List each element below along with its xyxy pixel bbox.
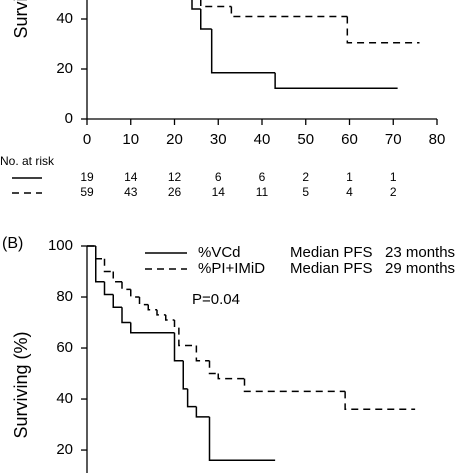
survival-step — [346, 16, 420, 44]
survival-step — [200, 9, 212, 30]
risk-count: 1 — [390, 170, 397, 184]
legend-label: %VCd — [198, 244, 241, 261]
risk-count: 1 — [346, 170, 353, 184]
legend-median-value: 23 months — [385, 244, 455, 261]
survival-step — [95, 246, 105, 283]
risk-count: 11 — [256, 185, 269, 199]
x-tick-label: 60 — [341, 131, 358, 148]
risk-count: 5 — [302, 185, 309, 199]
risk-count: 43 — [124, 185, 138, 199]
survival-step — [274, 72, 398, 89]
legend-label: %PI+IMiD — [198, 260, 265, 277]
risk-count: 19 — [80, 170, 94, 184]
risk-count: 12 — [168, 170, 182, 184]
survival-step — [147, 304, 157, 311]
risk-table-label: No. at risk — [0, 154, 55, 168]
survival-step — [112, 294, 122, 308]
risk-count: 6 — [259, 170, 266, 184]
y-axis-label: Surviving (%) — [11, 331, 31, 438]
survival-step — [182, 360, 188, 390]
survival-step — [121, 307, 131, 324]
survival-step — [121, 281, 131, 291]
survival-step — [230, 6, 348, 18]
x-tick-label: 50 — [297, 131, 314, 148]
legend-median-label: Median PFS — [290, 260, 373, 277]
risk-count: 14 — [124, 170, 138, 184]
survival-step — [103, 281, 114, 296]
risk-count: 26 — [168, 185, 182, 199]
y-tick-label: 40 — [56, 10, 73, 27]
survival-step — [243, 378, 346, 393]
x-tick-label: 80 — [429, 131, 446, 148]
x-tick-label: 0 — [83, 131, 91, 148]
y-tick-label: 40 — [56, 390, 73, 407]
survival-step — [217, 373, 245, 380]
risk-count: 2 — [390, 185, 397, 199]
survival-step — [344, 391, 416, 410]
survival-step — [103, 258, 114, 273]
survival-step — [208, 416, 276, 461]
survival-step — [173, 332, 184, 362]
risk-count: 59 — [80, 185, 94, 199]
y-tick-label: 20 — [56, 60, 73, 77]
risk-count: 4 — [346, 185, 353, 199]
y-tick-label: 0 — [65, 110, 73, 127]
y-axis-label: Surviving (%) — [11, 0, 31, 39]
survival-step — [156, 309, 166, 316]
survival-step — [210, 29, 276, 74]
x-tick-label: 70 — [385, 131, 402, 148]
risk-count: 6 — [215, 170, 222, 184]
x-tick-label: 30 — [210, 131, 227, 148]
survival-step — [138, 297, 149, 306]
survival-step — [95, 246, 105, 260]
p-value: P=0.04 — [192, 291, 240, 308]
y-tick-label: 100 — [48, 237, 73, 254]
survival-step — [208, 360, 219, 375]
x-tick-label: 10 — [122, 131, 139, 148]
risk-count: 14 — [212, 185, 226, 199]
survival-step — [195, 345, 210, 362]
x-tick-label: 20 — [166, 131, 183, 148]
survival-step — [195, 406, 210, 418]
survival-step — [178, 327, 197, 347]
survival-step — [130, 322, 175, 334]
survival-step — [186, 388, 197, 408]
survival-step — [191, 0, 201, 10]
y-tick-label: 60 — [56, 339, 73, 356]
x-tick-label: 40 — [254, 131, 271, 148]
survival-step — [165, 314, 175, 321]
y-tick-label: 20 — [56, 441, 73, 458]
survival-step — [112, 271, 122, 283]
y-tick-label: 80 — [56, 288, 73, 305]
survival-step — [173, 319, 179, 329]
panel-label: (B) — [2, 235, 23, 252]
legend-median-value: 29 months — [385, 260, 455, 277]
survival-step — [130, 289, 140, 298]
legend-median-label: Median PFS — [290, 244, 373, 261]
risk-count: 2 — [302, 170, 309, 184]
survival-step — [200, 0, 232, 8]
